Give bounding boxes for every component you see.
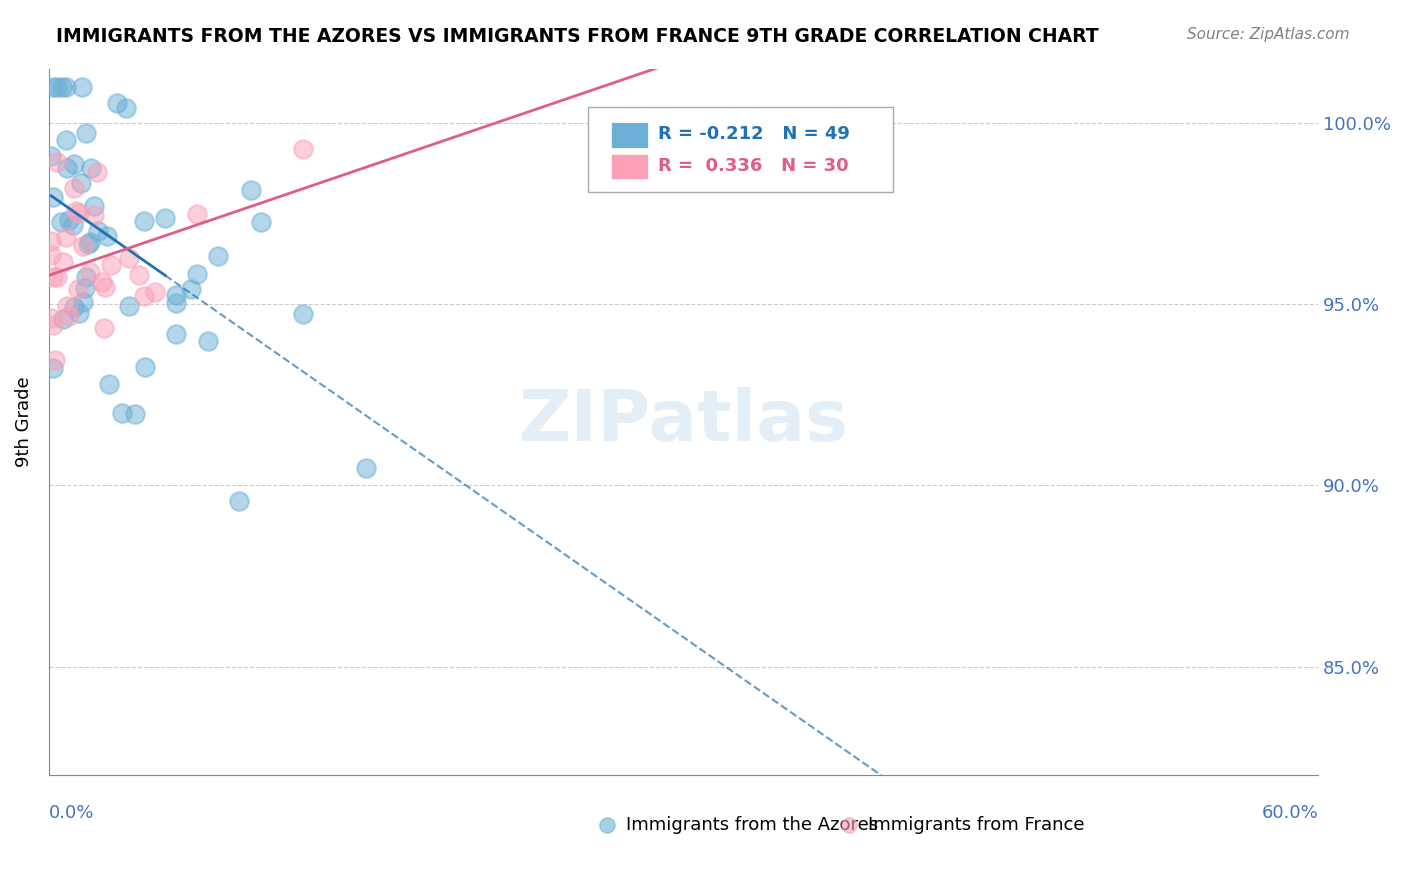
Point — [91, 276, 114, 290]
Text: 60.0%: 60.0% — [1261, 805, 1319, 822]
Point — [94, 280, 117, 294]
Point — [134, 359, 156, 374]
Point — [55, 299, 77, 313]
Point — [63, 157, 86, 171]
Point — [124, 408, 146, 422]
Point — [197, 334, 219, 348]
Point — [80, 161, 103, 175]
Point — [39, 310, 62, 325]
Point — [86, 224, 108, 238]
Point — [118, 299, 141, 313]
Point — [118, 251, 141, 265]
Point — [55, 230, 77, 244]
Point — [249, 215, 271, 229]
Point — [55, 133, 77, 147]
Point — [207, 249, 229, 263]
Point — [83, 208, 105, 222]
Point — [46, 155, 69, 169]
Point — [115, 101, 138, 115]
Point — [62, 180, 84, 194]
Point — [42, 190, 65, 204]
Point — [39, 234, 62, 248]
Point — [65, 203, 87, 218]
Text: R =  0.336   N = 30: R = 0.336 N = 30 — [658, 157, 849, 175]
Point — [180, 282, 202, 296]
Point — [62, 218, 84, 232]
Point — [52, 255, 75, 269]
Point — [69, 305, 91, 319]
Point — [41, 79, 63, 94]
Point — [62, 300, 84, 314]
Point — [39, 149, 62, 163]
Point — [67, 282, 90, 296]
Point — [105, 95, 128, 110]
Point — [134, 214, 156, 228]
Point — [72, 79, 94, 94]
Point — [98, 376, 121, 391]
Point — [291, 142, 314, 156]
Point — [45, 79, 67, 94]
Point — [186, 267, 208, 281]
Point — [79, 264, 101, 278]
Text: 0.0%: 0.0% — [49, 805, 94, 822]
Point — [165, 287, 187, 301]
Text: Source: ZipAtlas.com: Source: ZipAtlas.com — [1187, 27, 1350, 42]
Point — [58, 213, 80, 227]
Point — [128, 268, 150, 283]
Point — [100, 258, 122, 272]
Point — [96, 229, 118, 244]
Point — [165, 326, 187, 341]
Point — [42, 318, 65, 332]
Text: Immigrants from the Azores: Immigrants from the Azores — [627, 816, 879, 834]
Point — [228, 494, 250, 508]
Point — [39, 248, 62, 262]
Point — [42, 360, 65, 375]
Text: ZIPatlas: ZIPatlas — [519, 387, 849, 457]
Text: IMMIGRANTS FROM THE AZORES VS IMMIGRANTS FROM FRANCE 9TH GRADE CORRELATION CHART: IMMIGRANTS FROM THE AZORES VS IMMIGRANTS… — [56, 27, 1099, 45]
Point — [55, 79, 77, 94]
Point — [93, 321, 115, 335]
Point — [86, 165, 108, 179]
Point — [72, 239, 94, 253]
Point — [111, 406, 134, 420]
Point — [46, 270, 69, 285]
Point — [186, 207, 208, 221]
Point — [143, 285, 166, 299]
Point — [79, 235, 101, 249]
Point — [67, 206, 90, 220]
FancyBboxPatch shape — [612, 122, 648, 148]
Point — [356, 461, 378, 475]
Point — [69, 176, 91, 190]
Point — [239, 183, 262, 197]
Point — [73, 281, 96, 295]
Text: R = -0.212   N = 49: R = -0.212 N = 49 — [658, 125, 851, 144]
Point — [51, 79, 73, 94]
Point — [56, 161, 79, 176]
Point — [58, 309, 80, 323]
Text: Immigrants from France: Immigrants from France — [868, 816, 1084, 834]
FancyBboxPatch shape — [612, 154, 648, 179]
Point — [165, 296, 187, 310]
Point — [291, 307, 314, 321]
Point — [77, 237, 100, 252]
Point — [42, 269, 65, 284]
Y-axis label: 9th Grade: 9th Grade — [15, 376, 32, 467]
Point — [75, 126, 97, 140]
Point — [44, 353, 66, 368]
FancyBboxPatch shape — [588, 107, 893, 192]
Point — [52, 312, 75, 326]
Point — [83, 199, 105, 213]
Point — [134, 288, 156, 302]
Point — [49, 215, 72, 229]
Point — [75, 269, 97, 284]
Point — [155, 211, 177, 225]
Point — [72, 294, 94, 309]
